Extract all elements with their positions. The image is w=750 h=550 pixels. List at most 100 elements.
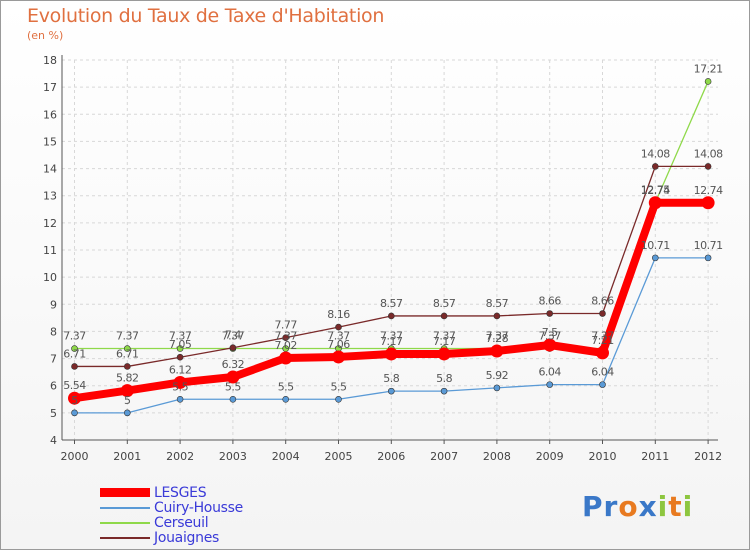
data-label: 7.37: [63, 330, 86, 343]
x-tick-label: 2011: [641, 450, 669, 463]
y-tick-label: 17: [43, 81, 57, 94]
data-label: 8.57: [380, 297, 403, 310]
data-label: 7.37: [274, 330, 297, 343]
y-tick-label: 18: [43, 54, 57, 67]
legend-item: LESGES: [100, 484, 207, 501]
logo-letter: o: [618, 490, 639, 523]
data-point: [229, 395, 237, 403]
data-point: [704, 163, 712, 170]
data-label: 8.16: [327, 308, 350, 321]
x-tick-label: 2009: [536, 450, 564, 463]
data-point: [71, 409, 78, 417]
data-label: 6.04: [591, 366, 614, 379]
legend-label: LESGES: [154, 484, 207, 501]
x-tick-label: 2000: [61, 450, 89, 463]
data-point: [543, 338, 557, 352]
data-label: 7.37: [433, 330, 456, 343]
data-point: [387, 312, 395, 320]
legend-item: Cuiry-Housse: [100, 500, 243, 516]
y-tick-label: 14: [43, 163, 57, 176]
data-point: [124, 363, 131, 370]
data-point: [226, 370, 240, 384]
y-tick-label: 11: [43, 244, 57, 257]
logo-letter: t: [668, 490, 683, 523]
data-label: 14.08: [694, 147, 723, 160]
x-tick-label: 2007: [430, 450, 458, 463]
data-point: [124, 345, 131, 352]
data-point: [599, 310, 606, 317]
data-label: 12.74: [641, 184, 670, 197]
data-label: 6.32: [222, 358, 245, 371]
data-label: 8.66: [591, 295, 614, 308]
data-label: 7.05: [169, 338, 192, 351]
data-label: 6.12: [169, 363, 192, 376]
data-label: 6.04: [538, 366, 561, 379]
y-tick-label: 4: [50, 434, 57, 447]
data-point: [493, 312, 501, 320]
y-tick-label: 8: [50, 325, 57, 338]
legend-swatch: [100, 506, 150, 509]
x-tick-label: 2010: [589, 450, 617, 463]
data-point: [71, 345, 78, 352]
data-label: 10.71: [694, 239, 723, 252]
x-tick-label: 2003: [219, 450, 247, 463]
data-label: 7.37: [538, 330, 561, 343]
data-point: [124, 409, 131, 417]
logo-letter: i: [657, 490, 669, 523]
data-point: [282, 334, 290, 341]
chart-data-labels: 5.545.826.12 6.327.02 7.06 7.17 7.17 7.28 7.57…: [63, 62, 723, 406]
data-label: 7.37: [222, 330, 245, 343]
data-label: 7.06: [327, 338, 350, 351]
y-tick-label: 15: [43, 135, 57, 148]
x-tick-label: 2002: [166, 450, 194, 463]
data-label: 7.28: [486, 332, 509, 345]
data-point: [704, 254, 712, 262]
y-tick-label: 16: [43, 108, 57, 121]
data-label: 7.37: [169, 330, 192, 343]
data-point: [335, 395, 342, 403]
data-point: [490, 344, 504, 358]
data-point: [546, 310, 554, 317]
data-label: 10.71: [641, 239, 670, 252]
y-tick-label: 6: [50, 380, 57, 393]
data-label: 12.75: [641, 184, 670, 197]
legend-swatch: [100, 521, 150, 524]
data-point: [440, 312, 448, 320]
y-tick-label: 9: [50, 298, 57, 311]
y-tick-label: 5: [50, 407, 57, 420]
chart-axes: 4 5 6 7 8 9 10 11 12 13 14 15 16 17 18 2000 2001 2002 2003…: [43, 54, 722, 463]
data-point: [120, 384, 134, 398]
x-tick-label: 2001: [113, 450, 141, 463]
data-point: [68, 391, 81, 405]
data-label: 7.37: [591, 330, 614, 343]
legend-item: Cerseuil: [100, 515, 209, 531]
data-label: 5.5: [331, 380, 347, 393]
chart-subtitle: (en %): [27, 29, 64, 42]
legend-label: Jouaignes: [154, 529, 220, 546]
data-point: [387, 387, 395, 395]
data-point: [384, 347, 398, 361]
y-tick-label: 12: [43, 217, 57, 230]
data-point: [437, 347, 451, 361]
data-label: 5.92: [486, 369, 509, 382]
data-point: [332, 350, 345, 364]
data-point: [440, 387, 448, 395]
data-point: [229, 344, 237, 352]
logo-letter: x: [638, 490, 658, 523]
data-point: [651, 254, 659, 262]
x-tick-label: 2005: [325, 450, 353, 463]
data-point: [599, 381, 606, 388]
data-point: [176, 395, 184, 403]
data-point: [701, 196, 715, 210]
data-label: 5.82: [116, 372, 139, 385]
data-label: 8.66: [538, 295, 561, 308]
data-label: 12.74: [694, 184, 723, 197]
data-label: 5.5: [278, 380, 294, 393]
x-tick-label: 2006: [377, 450, 405, 463]
data-point: [704, 78, 712, 85]
data-label: 14.08: [641, 147, 670, 160]
y-tick-label: 13: [43, 190, 57, 203]
x-tick-label: 2004: [272, 450, 300, 463]
